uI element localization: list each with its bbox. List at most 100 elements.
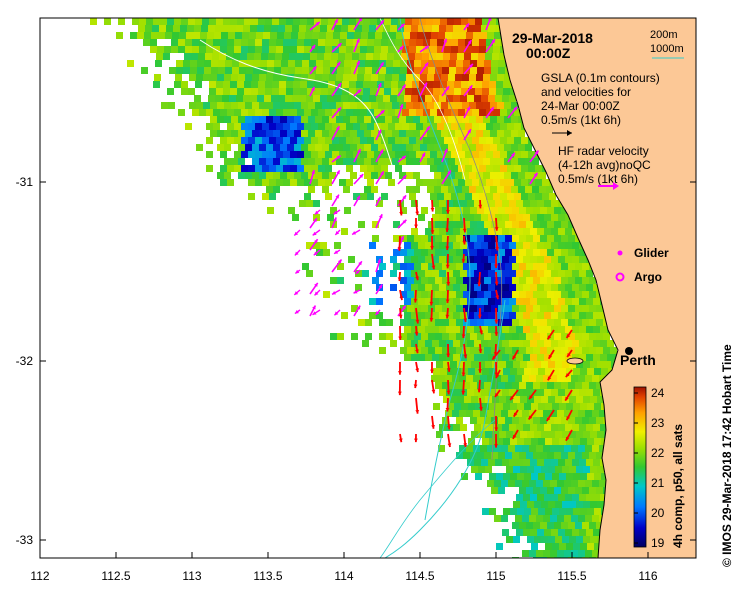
sst-pixel	[531, 368, 538, 375]
altimetry-arrow-head	[445, 86, 450, 91]
sst-pixel	[516, 256, 523, 263]
sst-pixel	[252, 130, 259, 137]
sst-pixel	[497, 172, 504, 179]
sst-pixel	[540, 263, 547, 270]
sst-pixel	[318, 39, 325, 46]
sst-pixel	[416, 151, 423, 158]
sst-pixel	[343, 144, 350, 151]
sst-pixel	[499, 361, 506, 368]
radar-arrow-head	[566, 416, 570, 421]
altimetry-arrow-head	[380, 171, 384, 176]
sst-pixel	[571, 445, 578, 452]
sst-pixel	[409, 137, 416, 144]
altimetry-arrow-head	[402, 219, 407, 224]
sst-pixel	[477, 221, 484, 228]
sst-pixel	[509, 228, 516, 235]
sst-pixel	[439, 200, 446, 207]
sst-pixel	[547, 263, 554, 270]
sst-pixel	[487, 375, 494, 382]
sst-pixel	[90, 18, 97, 25]
sst-pixel	[266, 102, 273, 109]
sst-pixel	[325, 39, 332, 46]
sst-pixel	[425, 284, 432, 291]
sst-pixel	[435, 319, 442, 326]
sst-pixel	[579, 459, 586, 466]
sst-pixel	[558, 494, 565, 501]
sst-pixel	[509, 256, 516, 263]
sst-pixel	[442, 291, 449, 298]
sst-pixel	[516, 228, 523, 235]
sst-pixel	[582, 305, 589, 312]
sst-pixel	[311, 151, 318, 158]
sst-pixel	[428, 333, 435, 340]
sst-pixel	[493, 46, 500, 53]
sst-pixel	[533, 221, 540, 228]
sst-pixel	[361, 32, 368, 39]
sst-pixel	[541, 501, 548, 508]
sst-pixel	[435, 249, 442, 256]
altimetry-arrow-head	[313, 251, 318, 256]
sst-pixel	[350, 116, 357, 123]
x-tick-label: 112.5	[101, 569, 130, 583]
sst-pixel	[551, 354, 558, 361]
radar-arrow-head	[398, 438, 403, 443]
radar-arrow-head	[495, 392, 499, 397]
sst-pixel	[349, 88, 356, 95]
altimetry-arrow-head	[315, 21, 320, 26]
sst-pixel	[444, 151, 451, 158]
sst-pixel	[533, 277, 540, 284]
sst-pixel	[379, 333, 386, 340]
sst-pixel	[597, 501, 604, 508]
sst-pixel	[531, 438, 538, 445]
sst-pixel	[471, 53, 478, 60]
sst-pixel	[183, 67, 190, 74]
sst-pixel	[568, 291, 575, 298]
sst-pixel	[390, 270, 397, 277]
sst-pixel	[432, 95, 439, 102]
sst-pixel	[393, 221, 400, 228]
sst-pixel	[589, 305, 596, 312]
sst-pixel	[590, 396, 597, 403]
sst-pixel	[272, 18, 279, 25]
sst-pixel	[309, 60, 316, 67]
sst-pixel	[365, 333, 372, 340]
sst-pixel	[365, 60, 372, 67]
sst-pixel	[432, 270, 439, 277]
sst-pixel	[388, 109, 395, 116]
sst-pixel	[234, 39, 241, 46]
sst-pixel	[230, 81, 237, 88]
sst-pixel	[540, 382, 547, 389]
sst-pixel	[357, 130, 364, 137]
altimetry-arrow-head	[332, 290, 337, 295]
sst-pixel	[533, 305, 540, 312]
sst-pixel	[530, 494, 537, 501]
sst-pixel	[481, 424, 488, 431]
sst-pixel	[579, 494, 586, 501]
sst-pixel	[465, 193, 472, 200]
sst-pixel	[490, 116, 497, 123]
sst-pixel	[483, 102, 490, 109]
sst-pixel	[533, 382, 540, 389]
sst-pixel	[350, 130, 357, 137]
sst-pixel	[476, 186, 483, 193]
sst-pixel	[360, 165, 367, 172]
sst-pixel	[554, 235, 561, 242]
sst-pixel	[402, 109, 409, 116]
sst-pixel	[495, 424, 502, 431]
sst-pixel	[502, 270, 509, 277]
sst-pixel	[538, 438, 545, 445]
sst-pixel	[545, 508, 552, 515]
sst-pixel	[544, 284, 551, 291]
sst-pixel	[540, 249, 547, 256]
sst-pixel	[232, 67, 239, 74]
sst-pixel	[558, 389, 565, 396]
sst-pixel	[509, 354, 516, 361]
sst-pixel	[181, 18, 188, 25]
sst-pixel	[238, 102, 245, 109]
sst-pixel	[411, 242, 418, 249]
sst-pixel	[358, 319, 365, 326]
sst-pixel	[395, 39, 402, 46]
sst-pixel	[483, 144, 490, 151]
sst-pixel	[530, 340, 537, 347]
sst-pixel	[364, 102, 371, 109]
